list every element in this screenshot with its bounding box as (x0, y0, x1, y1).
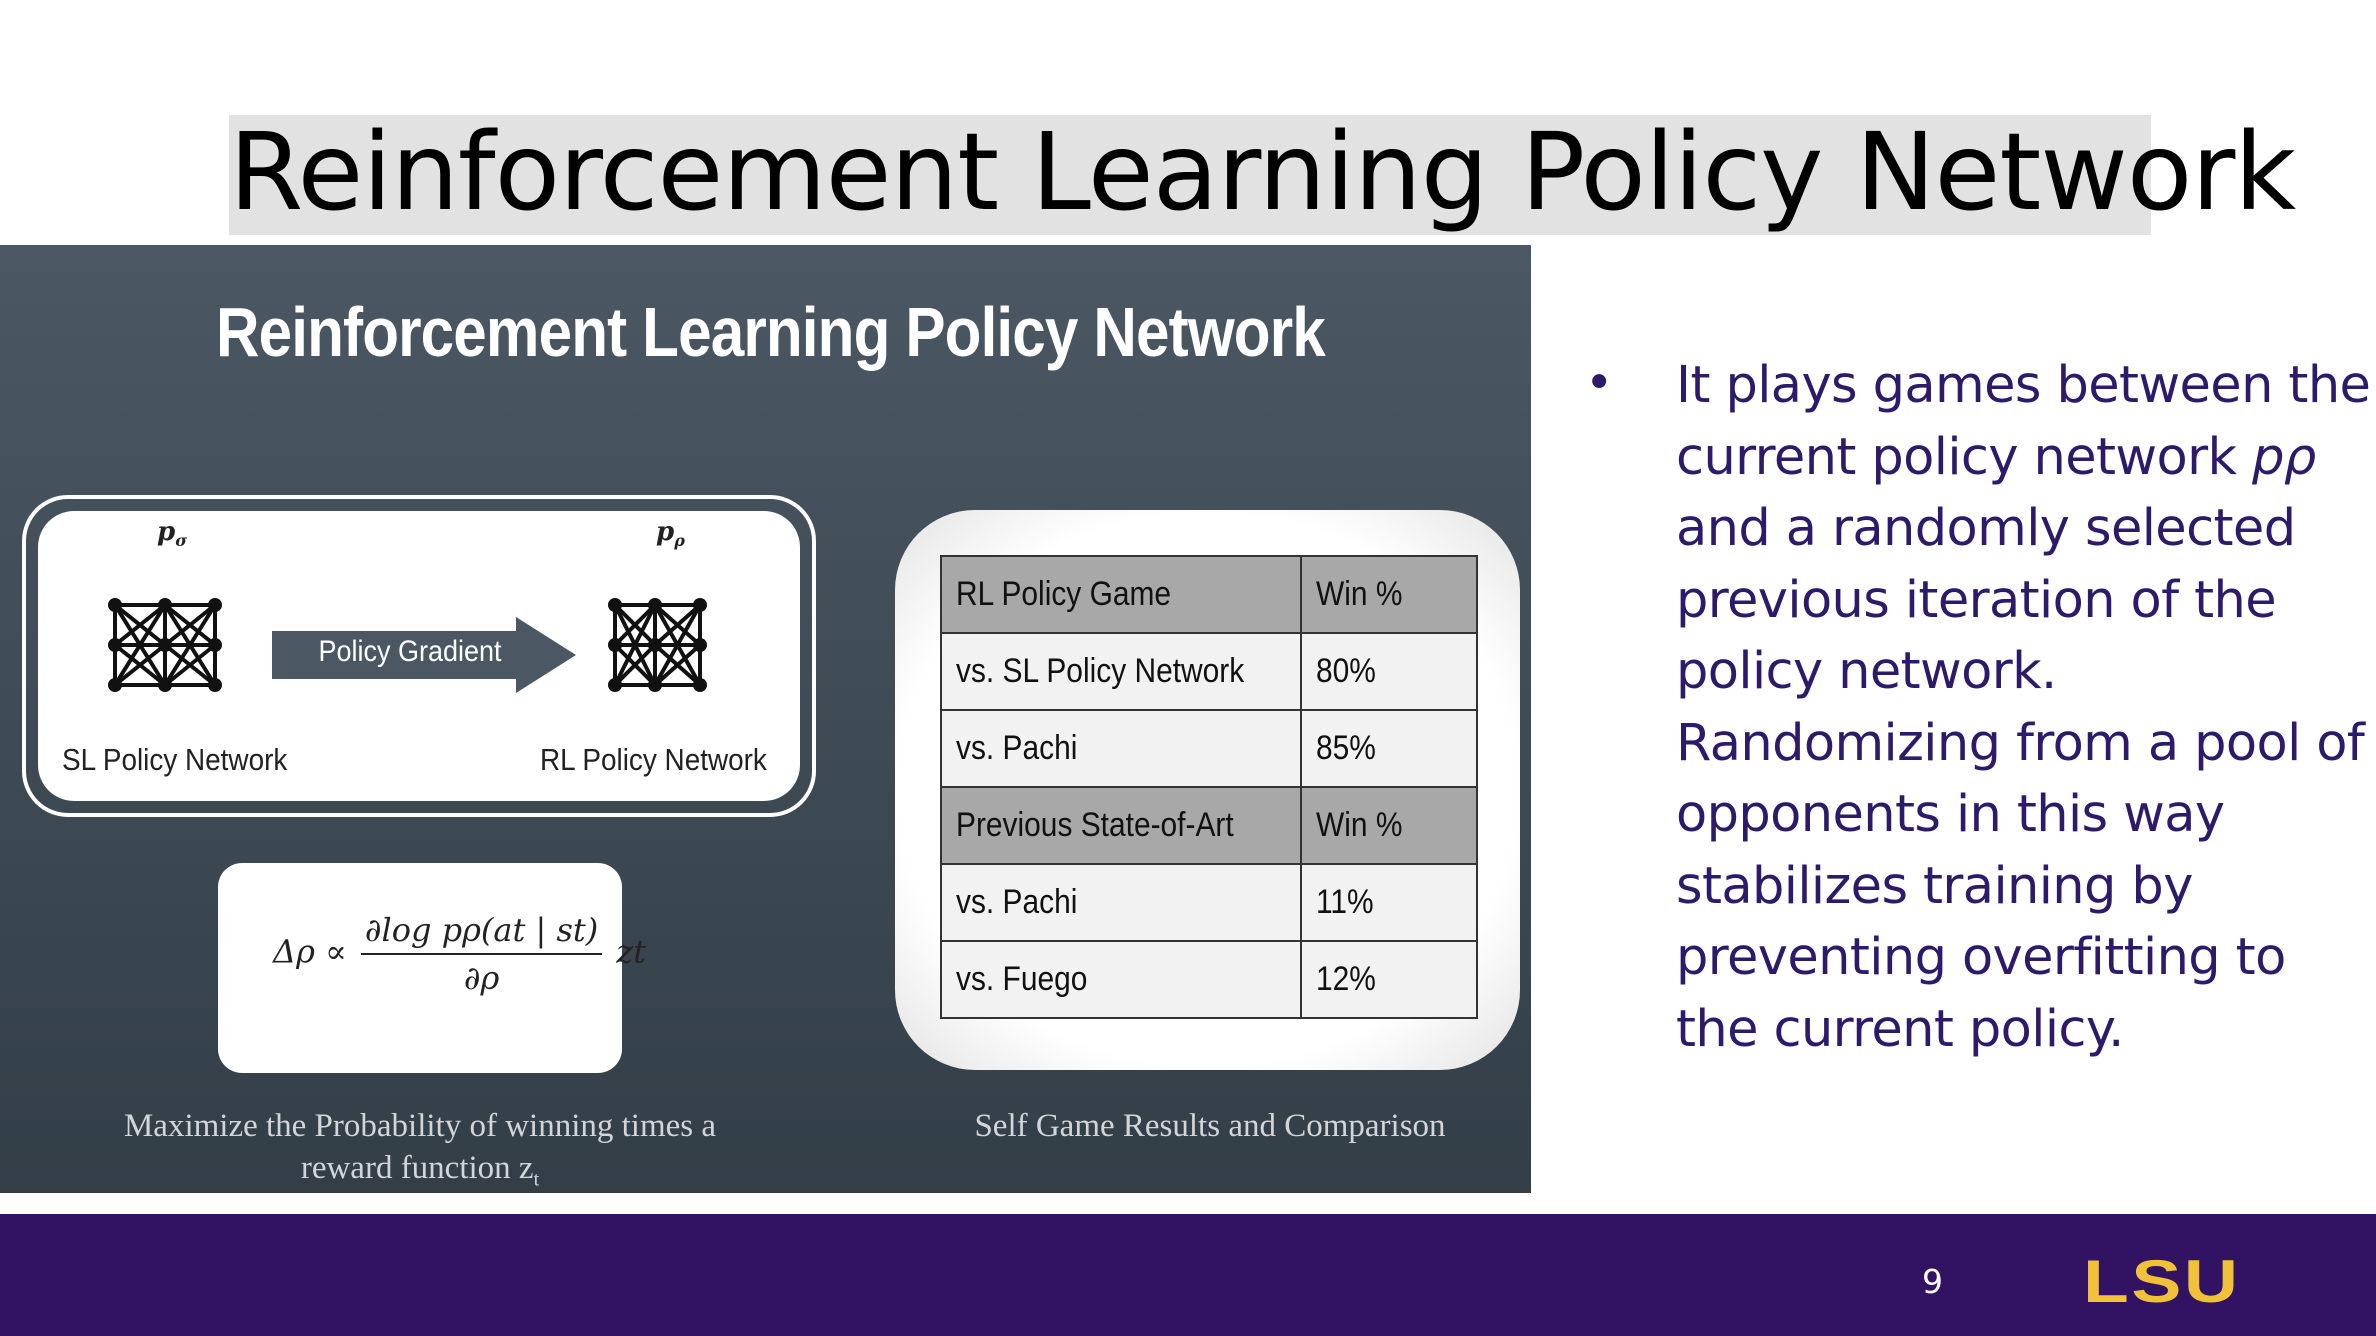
page-number: 9 (1922, 1262, 1943, 1301)
table-cell-value: 12% (1300, 940, 1478, 1019)
table-cell-text: vs. Fuego (956, 960, 1088, 998)
self-game-results-table: RL Policy Game Win % vs. SL Policy Network… (940, 555, 1478, 1019)
table-cell-text: Previous State-of-Art (956, 806, 1234, 844)
bullet-text: It plays games between the current polic… (1676, 350, 2371, 1065)
table-cell-value: Win % (1300, 555, 1478, 634)
table-cell-label: Previous State-of-Art (940, 786, 1302, 865)
bullet-line: policy network. (1676, 642, 2057, 701)
slide-title: Reinforcement Learning Policy Network (229, 111, 2296, 235)
left-caption-line1: Maximize the Probability of winning time… (123, 1108, 717, 1144)
table-cell-value: Win % (1300, 786, 1478, 865)
formula-numerator: ∂log pρ(at | st) (360, 911, 603, 955)
table-cell-label: vs. Fuego (940, 940, 1302, 1019)
lsu-logo: LSU (2083, 1248, 2241, 1315)
table-row: vs. Pachi 11% (940, 863, 1478, 942)
bullet-line: It plays games between the (1676, 356, 2371, 415)
bullet-line-text: current policy network (1676, 427, 2253, 487)
table-cell-value: 85% (1300, 709, 1478, 788)
table-cell-text: 11% (1316, 883, 1374, 921)
formula-denominator: ∂ρ (463, 959, 500, 997)
bullet-line: preventing overfitting to (1676, 928, 2286, 987)
table-cell-label: vs. SL Policy Network (940, 632, 1302, 711)
bullet-line: and a randomly selected (1676, 499, 2296, 558)
formula-lhs: Δρ ∝ (273, 932, 347, 971)
table-cell-text: vs. Pachi (956, 883, 1078, 921)
table-cell-text: vs. SL Policy Network (956, 652, 1245, 690)
sl-policy-network-label: SL Policy Network (62, 742, 288, 777)
table-row: vs. Fuego 12% (940, 940, 1478, 1019)
results-table-container: RL Policy Game Win % vs. SL Policy Network… (895, 510, 1520, 1070)
table-row: vs. SL Policy Network 80% (940, 632, 1478, 711)
bullet-line: opponents in this way (1676, 785, 2225, 844)
rl-policy-network-label: RL Policy Network (540, 742, 767, 777)
lecture-screenshot-panel: Reinforcement Learning Policy Network pσ… (0, 245, 1531, 1193)
panel-title: Reinforcement Learning Policy Network (216, 293, 1326, 371)
sl-network-symbol: pσ (157, 517, 187, 551)
policy-gradient-label: Policy Gradient (318, 635, 502, 668)
sl-network-graph-icon (108, 598, 222, 692)
bullet-line-italic: pρ (2252, 427, 2316, 487)
policy-gradient-arrow-icon (272, 617, 576, 693)
formula-expression: Δρ ∝ ∂log pρ(at | st) ∂ρ zt (273, 911, 646, 997)
rl-network-graph-icon (608, 598, 707, 692)
table-row: vs. Pachi 85% (940, 709, 1478, 788)
footer-bar (0, 1214, 2376, 1336)
table-cell-value: 80% (1300, 632, 1478, 711)
table-header-row: RL Policy Game Win % (940, 555, 1478, 634)
left-caption-line2: reward function z (300, 1150, 534, 1186)
left-caption-subscript: t (533, 1168, 540, 1191)
bullet-marker: • (1585, 355, 1614, 411)
table-cell-label: vs. Pachi (940, 863, 1302, 942)
table-header-row: Previous State-of-Art Win % (940, 786, 1478, 865)
table-cell-text: 80% (1316, 652, 1376, 690)
table-cell-text: 12% (1316, 960, 1376, 998)
table-cell-text: vs. Pachi (956, 729, 1078, 767)
bullet-line: previous iteration of the (1676, 570, 2277, 630)
bullet-line: Randomizing from a pool of (1676, 713, 2365, 773)
bullet-line: the current policy. (1676, 999, 2124, 1059)
table-cell-text: 85% (1316, 729, 1376, 767)
right-caption: Self Game Results and Comparison (974, 1108, 1446, 1144)
table-cell-text: Win % (1316, 575, 1403, 613)
bullet-line: current policy network pρ (1676, 422, 2366, 494)
table-cell-value: 11% (1300, 863, 1478, 942)
rl-network-symbol: pρ (656, 517, 685, 551)
table-cell-text: RL Policy Game (956, 575, 1172, 613)
formula-rhs: zt (616, 932, 647, 971)
table-cell-label: RL Policy Game (940, 555, 1302, 634)
gradient-formula: Δρ ∝ ∂log pρ(at | st) ∂ρ zt (218, 863, 646, 1073)
title-highlight (229, 115, 2151, 235)
table-cell-text: Win % (1316, 806, 1403, 844)
table-cell-label: vs. Pachi (940, 709, 1302, 788)
left-caption: Maximize the Probability of winning time… (110, 1105, 730, 1201)
formula-fraction: ∂log pρ(at | st) ∂ρ (360, 911, 603, 997)
bullet-line: stabilizes training by (1676, 856, 2193, 916)
